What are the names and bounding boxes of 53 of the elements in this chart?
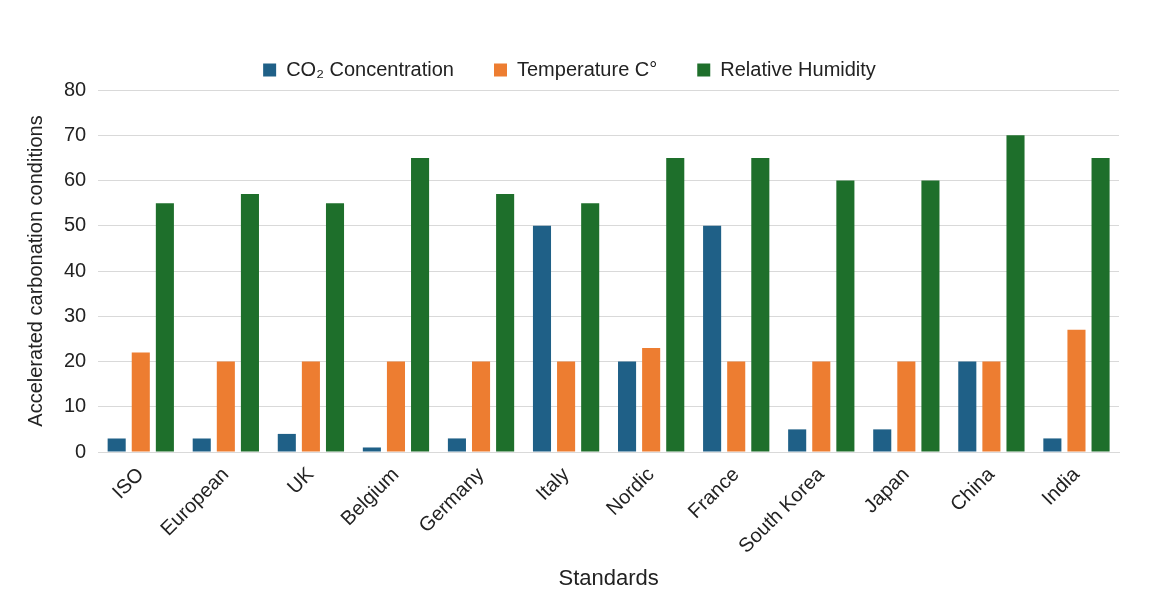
bar <box>496 194 515 452</box>
bar <box>1043 438 1062 452</box>
y-axis-title: Accelerated carbonation conditions <box>23 115 46 427</box>
y-tick-label: 40 <box>64 258 87 281</box>
bar <box>812 361 831 452</box>
bar <box>982 361 1001 452</box>
y-tick-label: 80 <box>64 77 87 100</box>
bar <box>1091 157 1110 452</box>
bar <box>581 203 600 452</box>
y-tick-label: 20 <box>64 349 87 372</box>
bar <box>642 347 661 452</box>
bar <box>192 438 211 452</box>
legend-label: Relative Humidity <box>720 57 876 80</box>
y-tick-label: 10 <box>64 394 87 417</box>
x-tick-label: ISO <box>107 462 148 503</box>
y-tick-label: 30 <box>64 303 87 326</box>
bar <box>131 352 150 452</box>
bar <box>897 361 916 452</box>
bar <box>788 429 807 452</box>
bar <box>386 361 405 452</box>
bar <box>411 157 430 452</box>
bar <box>277 433 296 452</box>
bar <box>618 361 637 452</box>
y-tick-label: 50 <box>64 213 87 236</box>
bar <box>362 447 381 452</box>
bar <box>301 361 320 452</box>
bar <box>155 203 174 452</box>
bar <box>751 157 770 452</box>
bar <box>703 225 722 452</box>
bar <box>532 225 552 452</box>
bar <box>471 361 491 452</box>
y-tick-label: 0 <box>75 439 87 462</box>
bar <box>666 157 685 452</box>
legend-label: Temperature C° <box>516 57 658 80</box>
bar <box>1006 135 1025 452</box>
bar <box>1067 329 1086 452</box>
bar <box>557 361 576 452</box>
bar <box>216 361 235 452</box>
bar <box>240 194 259 452</box>
y-tick-label: 70 <box>64 122 87 145</box>
bar <box>447 438 466 452</box>
bar <box>107 438 126 452</box>
bar <box>958 361 977 452</box>
x-axis-title: Standards <box>558 564 659 590</box>
bar <box>836 180 855 452</box>
x-tick-label: UK <box>282 462 319 498</box>
bar <box>921 180 940 452</box>
bar <box>727 361 746 452</box>
bar <box>325 203 345 452</box>
x-tick-label: Italy <box>531 462 573 505</box>
legend-label: CO₂ Concentration <box>286 57 454 80</box>
bar <box>873 429 892 452</box>
y-tick-label: 60 <box>64 168 87 191</box>
